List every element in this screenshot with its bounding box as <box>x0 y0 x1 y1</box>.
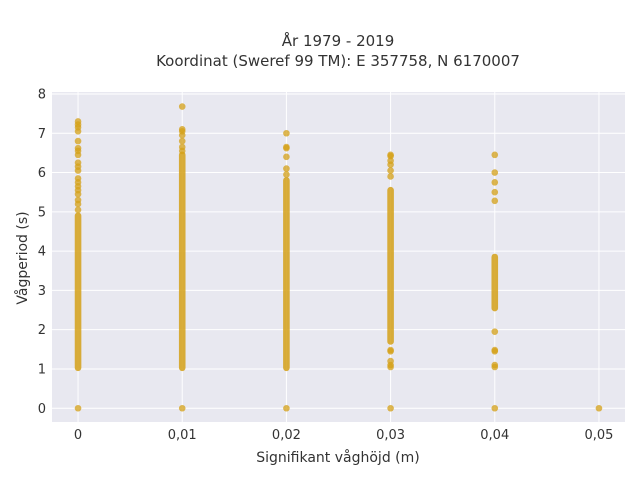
x-tick-label: 0,01 <box>168 428 197 443</box>
data-point-cluster <box>74 212 82 372</box>
data-point <box>283 143 290 151</box>
y-tick-label: 7 <box>38 127 46 142</box>
data-point <box>387 357 394 365</box>
y-tick-label: 6 <box>38 166 46 181</box>
x-tick-label: 0,03 <box>376 428 405 443</box>
data-point <box>74 404 82 412</box>
data-point-cluster <box>491 253 499 312</box>
x-tick-label: 0,04 <box>480 428 509 443</box>
y-tick-label: 5 <box>38 205 46 220</box>
data-point <box>283 404 290 412</box>
y-axis-title: Vågperiod (s) <box>14 211 31 304</box>
y-tick-label: 1 <box>38 362 46 377</box>
grid-lines <box>52 92 625 422</box>
data-point <box>74 159 82 167</box>
y-tick-label: 8 <box>38 87 46 102</box>
data-point <box>178 103 186 110</box>
tick-labels: 0 0,01 0,02 0,03 0,04 0,05 0 1 2 3 4 5 6 7 8 <box>38 87 614 443</box>
data-point <box>178 404 186 412</box>
data-point <box>491 197 499 205</box>
data-point <box>283 165 290 172</box>
y-tick-label: 0 <box>38 402 46 417</box>
data-point <box>387 157 394 165</box>
y-tick-label: 3 <box>38 284 46 299</box>
data-point <box>491 361 499 369</box>
y-tick-label: 4 <box>38 245 46 260</box>
data-point <box>595 404 603 412</box>
data-points <box>74 103 603 412</box>
data-point <box>178 137 186 145</box>
data-point <box>387 173 394 180</box>
data-point <box>491 188 499 196</box>
chart-title: År 1979 - 2019 <box>282 31 395 50</box>
x-tick-label: 0,02 <box>272 428 301 443</box>
data-point <box>387 167 394 174</box>
data-point <box>74 206 82 214</box>
x-axis-title: Signifikant våghöjd (m) <box>256 449 419 466</box>
data-point-cluster <box>283 177 290 372</box>
data-point <box>178 143 186 151</box>
y-tick-label: 2 <box>38 323 46 338</box>
data-point-cluster <box>387 186 394 345</box>
x-tick-label: 0 <box>74 428 82 443</box>
data-point <box>283 129 290 137</box>
plot-area <box>52 92 625 422</box>
data-point <box>491 169 499 176</box>
data-point <box>387 346 394 354</box>
data-point <box>74 118 82 125</box>
data-point <box>491 404 499 412</box>
data-point <box>387 151 394 159</box>
data-point <box>491 151 499 159</box>
data-point <box>283 153 290 161</box>
data-point <box>491 328 499 335</box>
data-point <box>178 126 186 133</box>
data-point <box>283 171 290 178</box>
data-point <box>74 137 82 145</box>
data-point <box>491 346 499 354</box>
data-point <box>74 196 82 204</box>
data-point-cluster <box>178 151 186 372</box>
data-point <box>74 175 82 182</box>
data-point <box>387 404 394 412</box>
x-tick-label: 0,05 <box>584 428 613 443</box>
data-point <box>74 144 82 152</box>
data-point <box>491 179 499 186</box>
chart-subtitle: Koordinat (Sweref 99 TM): E 357758, N 61… <box>156 52 520 70</box>
